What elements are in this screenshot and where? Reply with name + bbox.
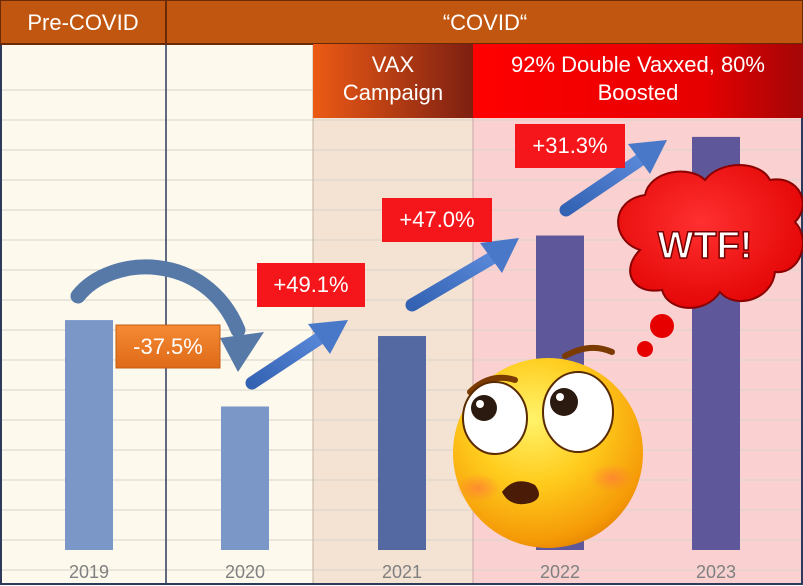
vax-campaign-banner: [313, 44, 473, 118]
annotation-plus-47-0: +47.0%: [382, 198, 492, 242]
covid-header: [165, 0, 803, 45]
x-tick-2022: 2022: [540, 562, 580, 582]
x-tick-2020: 2020: [225, 562, 265, 582]
svg-text:+31.3%: +31.3%: [532, 133, 607, 158]
vax-campaign-label: VAX Campaign: [343, 52, 443, 105]
svg-text:-37.5%: -37.5%: [133, 334, 203, 359]
curved-arrow: [70, 259, 264, 372]
wtf-text: WTF!: [658, 225, 753, 267]
pre-covid-label: Pre-COVID: [27, 10, 138, 35]
x-axis-ticks: 2019 2020 2021 2022 2023: [69, 562, 736, 582]
shocked-emoji-icon: [453, 344, 643, 548]
svg-text:+49.1%: +49.1%: [273, 272, 348, 297]
x-tick-2019: 2019: [69, 562, 109, 582]
arrow-2021-2022: [405, 238, 519, 312]
annotation-plus-49-1: +49.1%: [257, 263, 365, 307]
x-tick-2023: 2023: [696, 562, 736, 582]
arrow-2020-2021: [245, 320, 348, 390]
bar-2019: [65, 320, 113, 550]
boosted-label: 92% Double Vaxxed, 80% Boosted: [511, 52, 765, 105]
annotation-plus-31-3: +31.3%: [515, 124, 625, 168]
wtf-thought-bubble: WTF!: [617, 164, 803, 357]
boosted-banner: [473, 44, 803, 118]
x-tick-2021: 2021: [382, 562, 422, 582]
covid-label: “COVID“: [443, 10, 527, 35]
arrow-2022-2023: [559, 140, 667, 217]
bar-2020: [221, 406, 269, 550]
svg-text:+47.0%: +47.0%: [399, 207, 474, 232]
annotation-minus-37-5: -37.5%: [115, 324, 221, 369]
bar-2021: [378, 336, 426, 550]
